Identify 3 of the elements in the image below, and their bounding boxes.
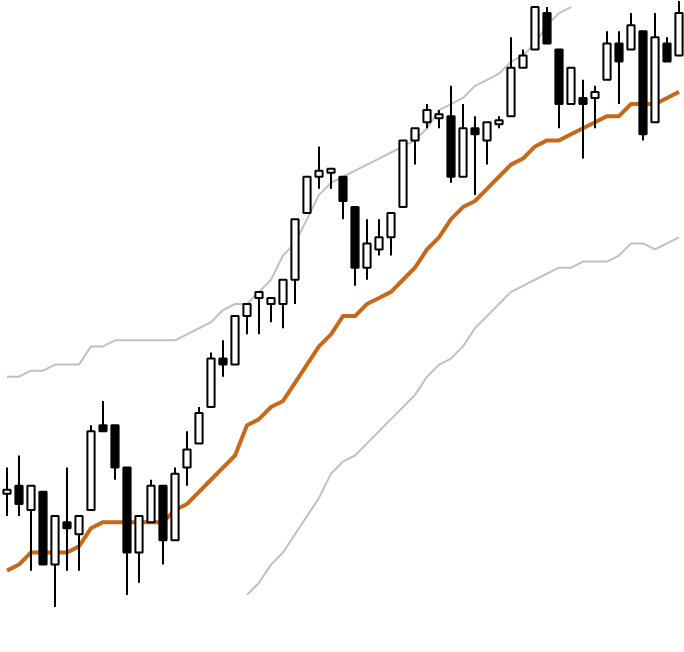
candlestick (338, 175, 348, 221)
candlestick (182, 430, 192, 487)
candlestick (194, 406, 204, 445)
